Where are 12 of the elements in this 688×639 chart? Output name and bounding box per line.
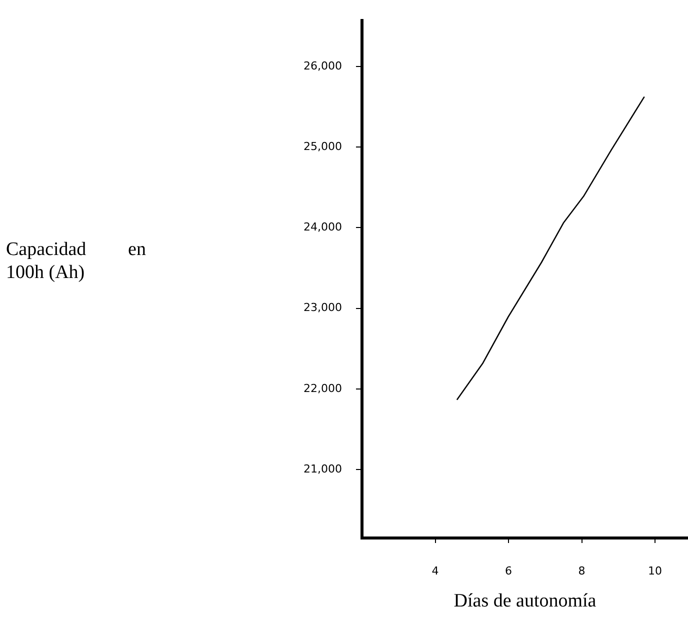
- x-tick-label: 6: [505, 564, 512, 578]
- x-tick-label: 8: [578, 564, 586, 578]
- y-tick-label: 25,000: [304, 140, 342, 153]
- y-tick-label: 22,000: [304, 382, 342, 395]
- y-tick-label: 24,000: [304, 220, 342, 234]
- y-tick-label: 26,000: [304, 59, 342, 72]
- x-axis-title: Días de autonomía: [454, 590, 597, 612]
- y-tick-label: 21,000: [304, 462, 342, 476]
- y-tick-label: 23,000: [304, 301, 342, 314]
- x-tick-label: 10: [648, 564, 662, 578]
- x-tick-label: 4: [432, 564, 439, 578]
- text: Capacidad en 100h (Ah): [6, 238, 146, 284]
